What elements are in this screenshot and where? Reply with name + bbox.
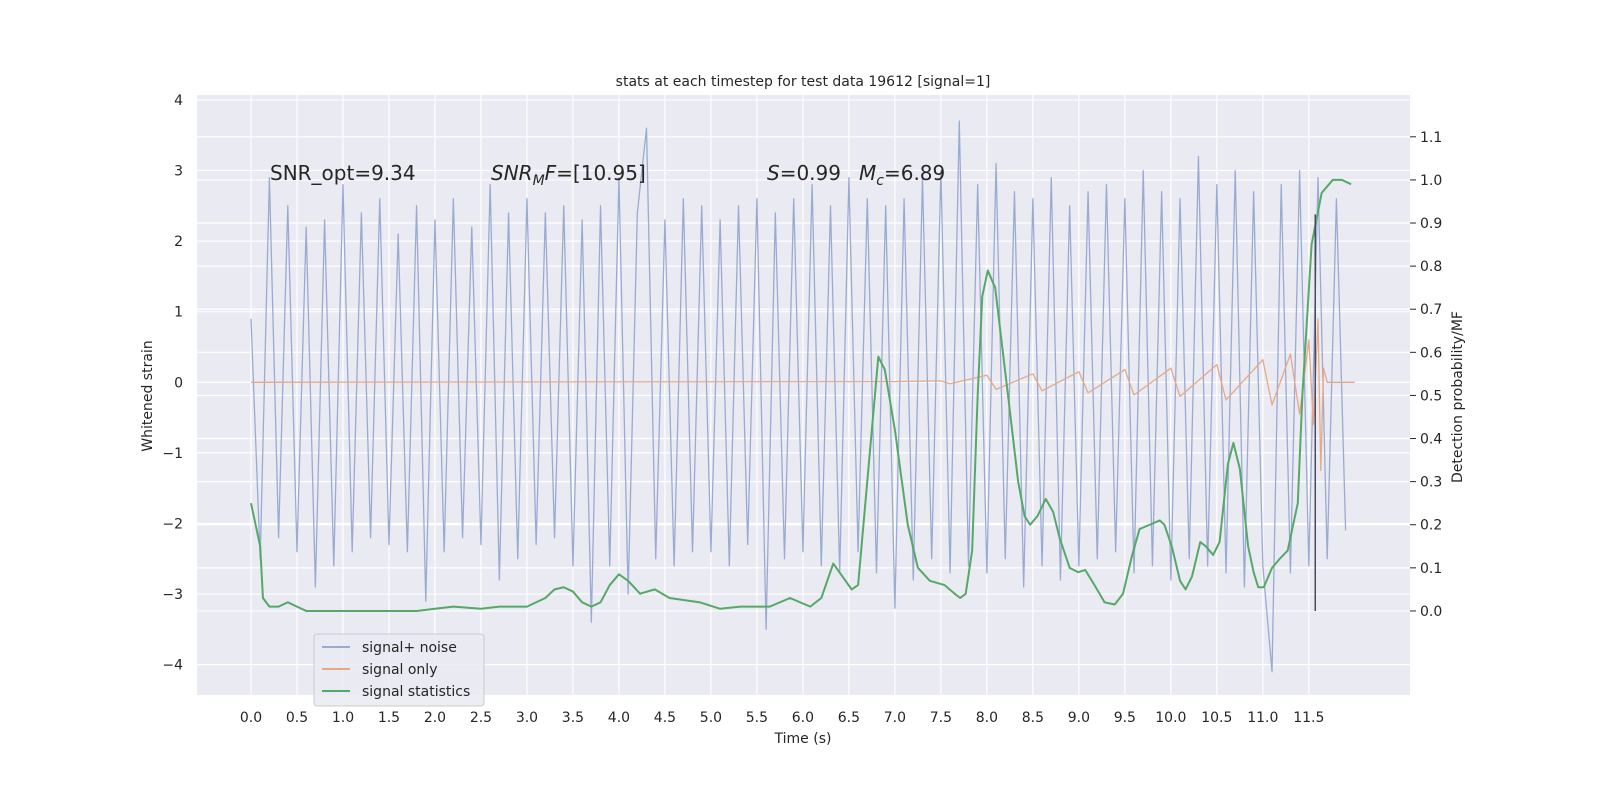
- y-tick-label: 4: [174, 93, 183, 109]
- x-tick-label: 8.0: [976, 710, 998, 726]
- y-tick-label: −2: [162, 516, 183, 532]
- y-tick-label: 3: [174, 164, 183, 180]
- y2-tick-label: 0.6: [1420, 345, 1442, 361]
- legend: signal+ noise signal only signal statistic…: [313, 633, 485, 707]
- annotation-part: c: [876, 173, 884, 189]
- y-tick-label: 0: [174, 375, 183, 391]
- annotation-part: =0.99: [780, 161, 841, 185]
- annotation: S=0.99: [767, 161, 841, 185]
- x-tick-label: 11.0: [1247, 710, 1278, 726]
- y2-tick-label: 0.5: [1420, 388, 1442, 404]
- series-line: [250, 120, 1347, 673]
- x-tick-label: 5.5: [746, 710, 768, 726]
- y2-tick-label: 0.1: [1420, 561, 1442, 577]
- x-tick-label: 1.0: [332, 710, 354, 726]
- y-tick-label: −1: [162, 446, 183, 462]
- legend-label: signal only: [362, 662, 437, 678]
- y2-tick-label: 1.0: [1420, 173, 1442, 189]
- x-tick-label: 11.5: [1293, 710, 1324, 726]
- y2-tick-label: 0.4: [1420, 432, 1442, 448]
- annotation-part: =6.89: [884, 161, 945, 185]
- x-tick-label: 8.5: [1022, 710, 1044, 726]
- y-axis-label: Whitened strain: [140, 340, 156, 451]
- annotation-part: SNR_opt=9.34: [270, 161, 416, 185]
- y-tick-label: 2: [174, 234, 183, 250]
- y2-tick-label: 0.3: [1420, 475, 1442, 491]
- legend-box: [313, 633, 485, 707]
- x-tick-label: 9.0: [1068, 710, 1090, 726]
- series-line: [250, 318, 1355, 472]
- x-tick-label: 2.5: [470, 710, 492, 726]
- x-tick-label: 3.5: [562, 710, 584, 726]
- x-tick-label: 0.0: [240, 710, 262, 726]
- x-tick-label: 10.0: [1155, 710, 1186, 726]
- annotation: Mc=6.89: [859, 161, 945, 189]
- x-tick-label: 7.5: [930, 710, 952, 726]
- x-tick-label: 2.0: [424, 710, 446, 726]
- x-tick-label: 9.5: [1114, 710, 1136, 726]
- chart-title: stats at each timestep for test data 196…: [616, 74, 991, 90]
- y2-tick-label: 0.8: [1420, 259, 1442, 275]
- y2-tick-label: 0.9: [1420, 216, 1442, 232]
- series-line: [250, 178, 1352, 612]
- x-tick-label: 0.5: [286, 710, 308, 726]
- x-tick-label: 10.5: [1201, 710, 1232, 726]
- labels: 0.0 0.5 1.0 1.5 2.0 2.5 3.0 3.5 4.0 4.5 5.0 5.5 6.0 6…: [162, 93, 1442, 726]
- annotation-part: SNR: [491, 161, 533, 185]
- y2-tick-label: 0.2: [1420, 518, 1442, 534]
- annotation-part: M: [859, 161, 876, 185]
- x-tick-label: 4.0: [608, 710, 630, 726]
- y2-tick-label: 1.1: [1420, 130, 1442, 146]
- legend-label: signal+ noise: [362, 640, 457, 656]
- y-tick-label: −4: [162, 658, 183, 674]
- y-tick-label: 1: [174, 305, 183, 321]
- x-tick-label: 1.5: [378, 710, 400, 726]
- y-tick-label: −3: [162, 587, 183, 603]
- annotation: SNRMF=[10.95]: [491, 161, 646, 189]
- annotation-part: =[10.95]: [556, 161, 646, 185]
- y2-tick-label: 0.7: [1420, 302, 1442, 318]
- y2-tick-label: 0.0: [1420, 604, 1442, 620]
- x-axis-label: Time (s): [774, 731, 832, 747]
- y2-axis-label: Detection probability/MF: [1450, 311, 1466, 483]
- x-tick-label: 4.5: [654, 710, 676, 726]
- annotation: SNR_opt=9.34: [270, 161, 416, 185]
- x-tick-label: 6.0: [792, 710, 814, 726]
- x-tick-label: 5.0: [700, 710, 722, 726]
- x-tick-label: 3.0: [516, 710, 538, 726]
- legend-label: signal statistics: [362, 684, 470, 700]
- x-tick-label: 6.5: [838, 710, 860, 726]
- marks: [250, 120, 1355, 673]
- x-tick-label: 7.0: [884, 710, 906, 726]
- annotation-part: M: [533, 173, 545, 189]
- annotation-part: F: [545, 161, 557, 185]
- annotation-part: S: [767, 161, 780, 185]
